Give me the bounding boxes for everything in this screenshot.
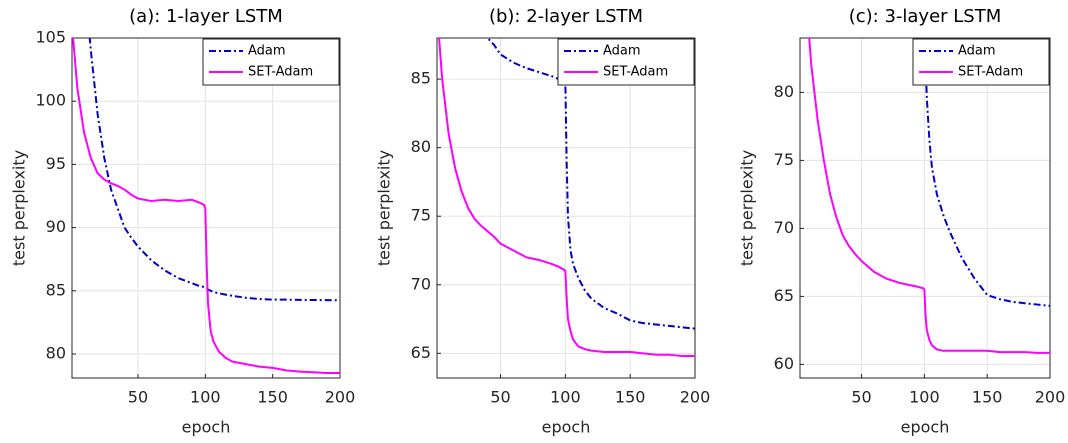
legend: Adam SET-Adam [912,38,1050,86]
legend-label: Adam [603,44,641,59]
lines [808,38,1050,354]
legend: Adam SET-Adam [202,38,340,86]
x-tick-label: 200 [325,388,356,407]
y-axis-label: test perplexity [375,150,394,266]
x-axis-label: epoch [182,418,231,437]
y-tick-label: 105 [35,28,66,47]
x-tick-label: 50 [851,388,871,407]
x-tick-label: 100 [909,388,940,407]
y-tick-label: 80 [46,343,66,362]
y-tick-label: 85 [411,69,431,88]
legend-box [202,38,340,86]
y-tick-label: 65 [411,343,431,362]
plot-area [437,38,695,378]
axes-box [799,37,1051,379]
lines [72,38,340,374]
x-tick-label: 150 [972,388,1003,407]
x-tick-label: 50 [128,388,148,407]
x-axis-label: epoch [901,418,950,437]
series-line [88,38,340,302]
axes-box [436,37,696,379]
y-tick-label: 75 [774,150,794,169]
legend-label: SET-Adam [958,65,1023,80]
legend-label: Adam [958,44,996,59]
y-tick-label: 80 [411,137,431,156]
x-axis-label: epoch [542,418,591,437]
subplot: 60 65 70 75 80 50 100 150 200 (c): 3-layer LSTM ep… [738,6,1066,437]
y-axis-label: test perplexity [10,150,29,266]
legend-box [557,38,695,86]
x-tick-label: 150 [615,388,646,407]
y-tick-label: 95 [46,154,66,173]
x-tick-label: 50 [490,388,510,407]
chart-title: (a): 1-layer LSTM [129,6,283,27]
axes-box [71,37,341,379]
x-tick-label: 200 [1035,388,1066,407]
series-line [438,38,695,358]
x-tick-label: 100 [550,388,581,407]
legend: Adam SET-Adam [557,38,695,86]
x-tick-label: 200 [680,388,711,407]
series-line [72,38,340,374]
y-tick-label: 65 [774,286,794,305]
series-line [808,38,1050,354]
subplot: 65 70 75 80 85 50 100 150 200 (b): 2-layer LSTM ep… [375,6,711,437]
series-line [486,38,695,330]
y-tick-label: 90 [46,217,66,236]
x-tick-label: 150 [257,388,288,407]
y-tick-label: 80 [774,82,794,101]
plot-area [800,38,1050,378]
y-tick-label: 70 [411,274,431,293]
y-axis-label: test perplexity [738,150,757,266]
lines [438,38,695,358]
legend-label: Adam [248,44,286,59]
legend-label: SET-Adam [248,65,313,80]
chart-title: (b): 2-layer LSTM [489,6,643,27]
y-tick-label: 100 [35,91,66,110]
subplot: 80 85 90 95 100 105 50 100 150 200 (a): 1-layer LS… [10,6,356,437]
legend-label: SET-Adam [603,65,668,80]
y-tick-label: 85 [46,280,66,299]
series-line [923,38,1050,307]
y-tick-label: 70 [774,218,794,237]
legend-box [912,38,1050,86]
x-tick-label: 100 [190,388,221,407]
y-tick-label: 60 [774,354,794,373]
chart-title: (c): 3-layer LSTM [849,6,1002,27]
y-tick-label: 75 [411,206,431,225]
